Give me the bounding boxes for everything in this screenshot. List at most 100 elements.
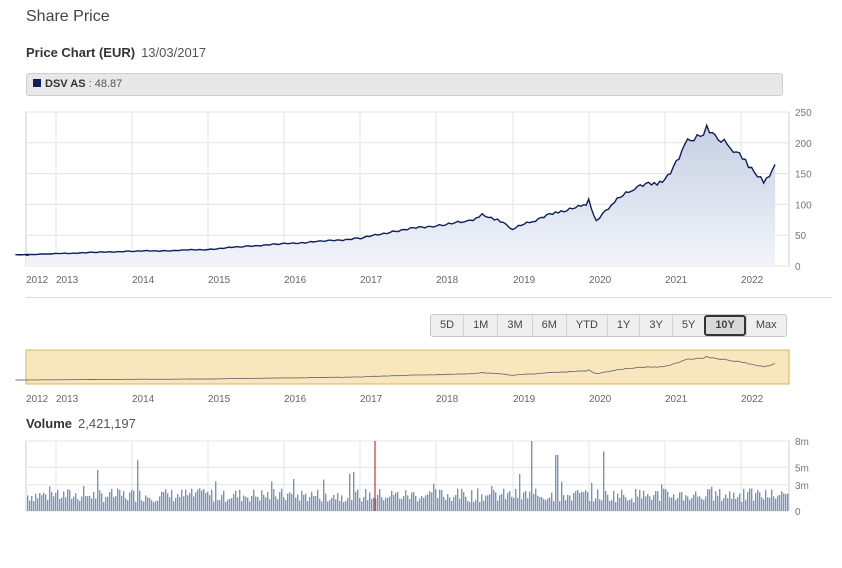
volume-bar <box>781 491 783 511</box>
volume-bar <box>233 493 235 511</box>
volume-heading: Volume 2,421,197 <box>26 416 136 431</box>
volume-bar <box>721 500 723 511</box>
volume-bar <box>353 471 355 511</box>
volume-bar <box>593 501 595 511</box>
volume-bar <box>641 498 643 511</box>
volume-bar <box>129 492 131 511</box>
volume-bar <box>637 496 639 511</box>
volume-chart[interactable]: 0 3m 5m 8m <box>0 432 842 520</box>
volume-bar <box>159 496 161 511</box>
volume-bar <box>89 495 91 511</box>
volume-bar <box>523 492 525 511</box>
volume-bar <box>307 501 309 511</box>
volume-bar <box>585 490 587 511</box>
navigator-x-tick-label: 2017 <box>360 394 383 405</box>
volume-bar <box>135 501 137 511</box>
range-button-6m[interactable]: 6M <box>531 315 566 336</box>
volume-bar <box>393 495 395 511</box>
volume-bar <box>155 501 157 511</box>
volume-bar <box>113 497 115 511</box>
volume-bar <box>61 497 63 511</box>
volume-bar <box>511 496 513 511</box>
volume-bar <box>647 494 649 511</box>
volume-bar <box>599 499 601 511</box>
volume-bar <box>31 496 33 511</box>
volume-bar <box>259 500 261 511</box>
navigator-x-tick-label: 2019 <box>513 394 536 405</box>
volume-bar <box>449 497 451 511</box>
volume-bar <box>199 488 201 511</box>
legend-swatch <box>33 79 41 88</box>
range-button-10y[interactable]: 10Y <box>704 315 746 336</box>
volume-bar <box>405 490 407 511</box>
volume-bar <box>121 495 123 511</box>
volume-bar <box>285 500 287 511</box>
range-button-5d[interactable]: 5D <box>440 319 455 331</box>
navigator-x-tick-label: 2014 <box>132 394 155 405</box>
volume-bar <box>359 497 361 511</box>
range-button-5y[interactable]: 5Y <box>671 315 704 336</box>
volume-bar <box>753 500 755 511</box>
chart-heading: Price Chart (EUR) 13/03/2017 <box>26 45 206 60</box>
volume-bar <box>605 491 607 511</box>
navigator-x-tick-label: 2015 <box>208 394 231 405</box>
volume-bar <box>447 494 449 511</box>
volume-bar <box>83 486 85 511</box>
volume-bar <box>137 460 139 511</box>
volume-bar <box>403 496 405 511</box>
volume-bar <box>195 492 197 511</box>
volume-title: Volume <box>26 416 72 431</box>
volume-bar <box>607 494 609 511</box>
volume-bar <box>619 497 621 511</box>
navigator-x-tick-label: 2022 <box>741 394 764 405</box>
volume-bar <box>93 491 95 511</box>
volume-bar <box>567 494 569 511</box>
price-chart[interactable]: 0 50 100 150 200 250 2012 2013 2014 2015 2016 2017 2… <box>0 100 842 295</box>
volume-bar <box>477 488 479 511</box>
volume-bar <box>187 495 189 511</box>
volume-bar <box>255 496 257 511</box>
range-button-1y[interactable]: 1Y <box>606 315 639 336</box>
range-button-max[interactable]: Max <box>745 315 786 336</box>
volume-bar <box>377 494 379 511</box>
volume-bar <box>351 499 353 511</box>
range-button-3m[interactable]: 3M <box>497 315 531 336</box>
range-button-3y[interactable]: 3Y <box>639 315 671 336</box>
volume-bar <box>365 488 367 511</box>
volume-bar <box>457 488 459 511</box>
volume-bar <box>763 499 765 511</box>
volume-bar <box>649 496 651 511</box>
volume-bar <box>583 492 585 511</box>
volume-bar <box>529 491 531 511</box>
volume-bar <box>207 491 209 511</box>
price-series-line <box>15 123 776 257</box>
legend-separator: : <box>85 78 95 90</box>
price-x-tick-label: 2016 <box>284 275 307 286</box>
volume-bar <box>657 491 659 511</box>
volume-bar <box>609 500 611 511</box>
volume-bar <box>713 500 715 511</box>
volume-bar <box>37 498 39 511</box>
volume-bar <box>699 496 701 511</box>
volume-bar <box>349 473 351 511</box>
volume-bar <box>675 500 677 511</box>
volume-bar <box>171 489 173 511</box>
volume-bar <box>55 492 57 511</box>
volume-bar <box>551 492 553 511</box>
volume-bar <box>677 498 679 511</box>
volume-bar <box>313 495 315 511</box>
volume-bar <box>761 497 763 511</box>
volume-bar <box>59 498 61 511</box>
range-button-1m[interactable]: 1M <box>463 315 497 336</box>
navigator-chart[interactable]: 2012 2013 2014 2015 2016 2017 2018 2019 2020 2021… <box>0 342 842 408</box>
volume-bar <box>179 496 181 511</box>
volume-bar <box>697 496 699 511</box>
volume-bar <box>197 489 199 511</box>
volume-bar <box>103 501 105 511</box>
volume-bar <box>735 498 737 511</box>
volume-bar <box>333 494 335 511</box>
volume-bar <box>73 496 75 511</box>
volume-bar <box>339 500 341 511</box>
range-button-ytd[interactable]: YTD <box>565 315 607 336</box>
volume-bar <box>565 500 567 511</box>
